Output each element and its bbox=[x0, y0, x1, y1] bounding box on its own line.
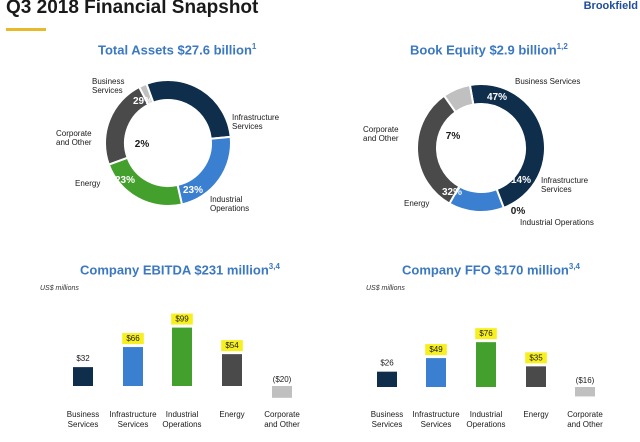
book-equity-category-label-1-line-0: Infrastructure bbox=[541, 176, 589, 185]
total-assets-category-label-3-line-0: Energy bbox=[75, 179, 100, 188]
ffo-category-label-4-line-0: Corporate bbox=[567, 410, 603, 419]
ffo-category-label-4-line-1: and Other bbox=[567, 420, 603, 429]
ebitda-bar-4 bbox=[272, 386, 292, 398]
ebitda-label-highlight-3 bbox=[221, 340, 243, 352]
ebitda-value-label-0: $32 bbox=[76, 354, 90, 363]
ffo-bar-2 bbox=[476, 342, 496, 387]
total-assets-category-label-1-line-1: Services bbox=[232, 122, 263, 131]
book-equity-pct-label-2: 0% bbox=[511, 206, 526, 217]
total-assets-title: Total Assets $27.6 billion1 bbox=[98, 42, 256, 57]
ffo-title: Company FFO $170 million3,4 bbox=[402, 262, 580, 277]
ffo-category-label-2-line-0: Industrial bbox=[470, 410, 503, 419]
ebitda-category-label-4-line-1: and Other bbox=[264, 420, 300, 429]
total-assets-category-label-0-line-1: Services bbox=[92, 86, 123, 95]
ffo-label-highlight-1 bbox=[425, 344, 447, 356]
ffo-units-label: US$ millions bbox=[366, 285, 405, 292]
ffo-label-highlight-2 bbox=[475, 328, 497, 340]
ffo-title-text: Company FFO $170 million bbox=[402, 262, 569, 278]
ffo-value-label-1: $49 bbox=[429, 345, 443, 354]
total-assets-category-label-4-line-1: and Other bbox=[56, 138, 92, 147]
ebitda-bar-0 bbox=[73, 367, 93, 386]
page-title: Q3 2018 Financial Snapshot bbox=[6, 0, 259, 18]
total-assets-pct-label-0: 29% bbox=[133, 96, 153, 107]
ffo-value-label-2: $76 bbox=[479, 329, 493, 338]
book-equity-pct-label-0: 47% bbox=[487, 92, 507, 103]
book-equity-slice-4 bbox=[442, 83, 475, 114]
ffo-value-label-0: $26 bbox=[380, 359, 394, 368]
ebitda-category-label-1-line-0: Infrastructure bbox=[109, 410, 157, 419]
total-assets-pct-label-2: 23% bbox=[183, 185, 203, 196]
brand-logo-text: Brookfield bbox=[583, 0, 638, 12]
ffo-bar-4 bbox=[575, 387, 595, 397]
ffo-category-label-1-line-0: Infrastructure bbox=[412, 410, 460, 419]
ebitda-bar-2 bbox=[172, 327, 192, 386]
ebitda-bar-1 bbox=[123, 347, 143, 386]
book-equity-category-label-4-line-0: Corporate bbox=[363, 125, 399, 134]
ebitda-title: Company EBITDA $231 million3,4 bbox=[80, 262, 280, 277]
ffo-label-highlight-3 bbox=[525, 352, 547, 364]
book-equity-category-label-0-line-0: Business Services bbox=[515, 77, 580, 86]
ffo-value-label-3: $35 bbox=[529, 353, 543, 362]
ebitda-value-label-4: ($20) bbox=[273, 375, 292, 384]
ebitda-label-highlight-1 bbox=[122, 333, 144, 345]
book-equity-slice-0 bbox=[468, 83, 546, 210]
total-assets-pct-label-3: 23% bbox=[115, 175, 135, 186]
total-assets-category-label-2-line-1: Operations bbox=[210, 204, 249, 213]
total-assets-slice-4 bbox=[137, 82, 155, 107]
total-assets-category-label-1-line-0: Infrastructure bbox=[232, 113, 280, 122]
book-equity-pct-label-1: 14% bbox=[511, 175, 531, 186]
ffo-footnote: 3,4 bbox=[568, 262, 580, 271]
total-assets-slice-0 bbox=[145, 79, 232, 140]
ebitda-category-label-1-line-1: Services bbox=[118, 420, 149, 429]
ffo-category-label-3-line-0: Energy bbox=[523, 410, 548, 419]
title-underline bbox=[6, 28, 46, 31]
ebitda-category-label-4-line-0: Corporate bbox=[264, 410, 300, 419]
total-assets-footnote: 1 bbox=[251, 42, 257, 51]
total-assets-category-label-2-line-0: Industrial bbox=[210, 195, 243, 204]
ebitda-title-text: Company EBITDA $231 million bbox=[80, 262, 269, 278]
ffo-value-label-4: ($16) bbox=[576, 376, 595, 385]
book-equity-pct-label-3: 32% bbox=[442, 187, 462, 198]
ffo-bar-0 bbox=[377, 371, 397, 387]
ebitda-units-label: US$ millions bbox=[40, 285, 79, 292]
book-equity-title-text: Book Equity $2.9 billion bbox=[410, 42, 557, 58]
ffo-bar-3 bbox=[526, 366, 546, 387]
book-equity-category-label-1-line-1: Services bbox=[541, 185, 572, 194]
total-assets-title-text: Total Assets $27.6 billion bbox=[98, 42, 252, 58]
book-equity-category-label-4-line-1: and Other bbox=[363, 134, 399, 143]
ebitda-category-label-0-line-0: Business bbox=[67, 410, 99, 419]
total-assets-pct-label-4: 2% bbox=[135, 139, 150, 150]
ebitda-label-highlight-2 bbox=[171, 313, 193, 325]
ebitda-value-label-3: $54 bbox=[225, 341, 239, 350]
total-assets-category-label-0-line-0: Business bbox=[92, 77, 124, 86]
ebitda-value-label-2: $99 bbox=[175, 315, 189, 324]
ebitda-value-label-1: $66 bbox=[126, 334, 140, 343]
ebitda-category-label-0-line-1: Services bbox=[68, 420, 99, 429]
ebitda-bar-3 bbox=[222, 354, 242, 386]
ebitda-category-label-3-line-0: Energy bbox=[219, 410, 244, 419]
ffo-category-label-0-line-1: Services bbox=[372, 420, 403, 429]
book-equity-category-label-2-line-0: Industrial Operations bbox=[520, 218, 594, 227]
total-assets-category-label-4-line-0: Corporate bbox=[56, 129, 92, 138]
ffo-category-label-1-line-1: Services bbox=[421, 420, 452, 429]
ebitda-category-label-2-line-1: Operations bbox=[162, 420, 201, 429]
total-assets-pct-label-1: 23% bbox=[232, 123, 252, 134]
ffo-category-label-0-line-0: Business bbox=[371, 410, 403, 419]
ebitda-footnote: 3,4 bbox=[268, 262, 280, 271]
book-equity-footnote: 1,2 bbox=[556, 42, 568, 51]
ffo-category-label-2-line-1: Operations bbox=[466, 420, 505, 429]
book-equity-title: Book Equity $2.9 billion1,2 bbox=[410, 42, 568, 57]
book-equity-pct-label-4: 7% bbox=[446, 131, 461, 142]
book-equity-category-label-3-line-0: Energy bbox=[404, 199, 429, 208]
ffo-bar-1 bbox=[426, 358, 446, 387]
ebitda-category-label-2-line-0: Industrial bbox=[166, 410, 199, 419]
